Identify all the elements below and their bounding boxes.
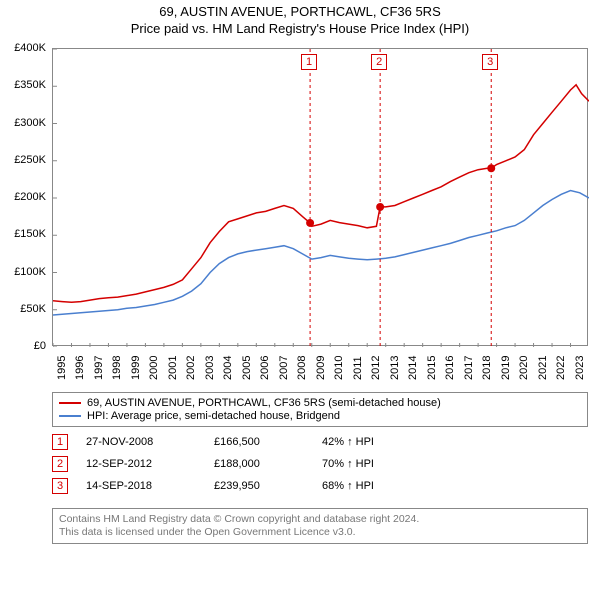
sale-marker-dot [306,219,314,227]
sale-row: 3 14-SEP-2018 £239,950 68% ↑ HPI [52,478,374,494]
x-tick-label: 2018 [481,356,493,380]
x-tick-label: 2012 [370,356,382,380]
x-tick-label: 2022 [555,356,567,380]
sale-row-badge: 2 [52,456,68,472]
sale-delta: 42% ↑ HPI [322,436,374,448]
legend-swatch [59,402,81,404]
chart-subtitle: Price paid vs. HM Land Registry's House … [0,21,600,36]
sale-price: £166,500 [214,436,304,448]
x-tick-label: 2021 [537,356,549,380]
y-tick-label: £250K [0,154,46,166]
y-tick-label: £100K [0,266,46,278]
x-tick-label: 2010 [333,356,345,380]
x-tick-label: 2011 [352,356,364,380]
x-tick-label: 2000 [148,356,160,380]
x-tick-label: 2009 [315,356,327,380]
sale-marker-dot [487,164,495,172]
series-line-hpi [53,191,589,316]
sale-date: 12-SEP-2012 [86,458,196,470]
y-tick-label: £150K [0,228,46,240]
footer-attribution: Contains HM Land Registry data © Crown c… [52,508,588,544]
x-tick-label: 2003 [204,356,216,380]
x-tick-label: 2005 [241,356,253,380]
x-tick-label: 2020 [518,356,530,380]
x-tick-label: 2007 [278,356,290,380]
x-tick-label: 1999 [130,356,142,380]
sale-price: £239,950 [214,480,304,492]
sale-price: £188,000 [214,458,304,470]
chart-legend: 69, AUSTIN AVENUE, PORTHCAWL, CF36 5RS (… [52,392,588,427]
chart-title: 69, AUSTIN AVENUE, PORTHCAWL, CF36 5RS [0,4,600,19]
y-tick-label: £400K [0,42,46,54]
legend-row: HPI: Average price, semi-detached house,… [59,410,581,422]
legend-swatch [59,415,81,417]
sale-row: 2 12-SEP-2012 £188,000 70% ↑ HPI [52,456,374,472]
sale-marker-badge: 2 [371,54,387,70]
x-tick-label: 2002 [185,356,197,380]
sale-date: 14-SEP-2018 [86,480,196,492]
footer-line: Contains HM Land Registry data © Crown c… [59,513,581,526]
x-tick-label: 2014 [407,356,419,380]
x-tick-label: 2016 [444,356,456,380]
sale-marker-badge: 3 [482,54,498,70]
y-tick-label: £0 [0,340,46,352]
x-tick-label: 2008 [296,356,308,380]
legend-row: 69, AUSTIN AVENUE, PORTHCAWL, CF36 5RS (… [59,397,581,409]
x-tick-label: 1998 [111,356,123,380]
series-line-prop [53,85,589,302]
x-tick-label: 1996 [74,356,86,380]
x-tick-label: 2023 [574,356,586,380]
legend-label: HPI: Average price, semi-detached house,… [87,410,340,422]
y-tick-label: £200K [0,191,46,203]
chart-svg [53,49,589,347]
x-tick-label: 2019 [500,356,512,380]
y-tick-label: £50K [0,303,46,315]
sale-row-badge: 3 [52,478,68,494]
x-tick-label: 2015 [426,356,438,380]
x-tick-label: 2017 [463,356,475,380]
x-tick-label: 1995 [56,356,68,380]
sale-marker-dot [376,203,384,211]
x-tick-label: 2013 [389,356,401,380]
legend-label: 69, AUSTIN AVENUE, PORTHCAWL, CF36 5RS (… [87,397,441,409]
sale-delta: 70% ↑ HPI [322,458,374,470]
y-tick-label: £300K [0,117,46,129]
x-tick-label: 2006 [259,356,271,380]
sale-delta: 68% ↑ HPI [322,480,374,492]
x-tick-label: 2004 [222,356,234,380]
x-tick-label: 1997 [93,356,105,380]
footer-line: This data is licensed under the Open Gov… [59,526,581,539]
sale-marker-badge: 1 [301,54,317,70]
x-tick-label: 2001 [167,356,179,380]
sale-row-badge: 1 [52,434,68,450]
chart-plot-area [52,48,588,346]
y-tick-label: £350K [0,79,46,91]
sale-row: 1 27-NOV-2008 £166,500 42% ↑ HPI [52,434,374,450]
sale-date: 27-NOV-2008 [86,436,196,448]
